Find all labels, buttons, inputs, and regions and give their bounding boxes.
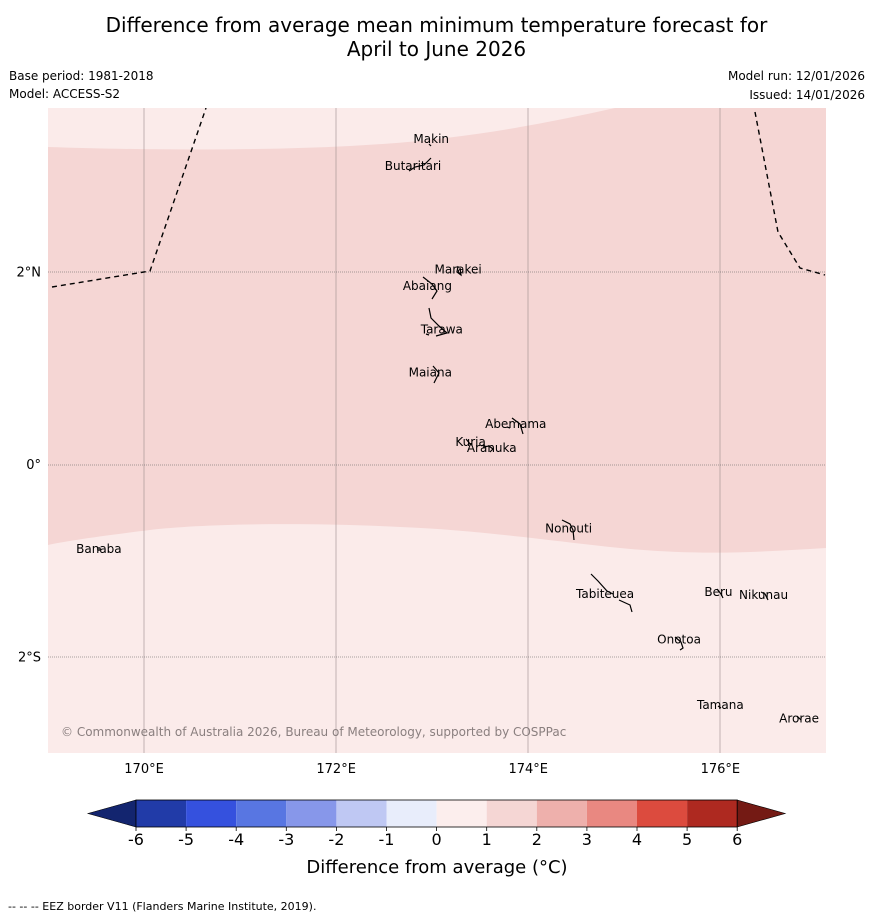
- colorbar-extend-under: [86, 799, 137, 828]
- model-name: Model: ACCESS-S2: [9, 87, 121, 101]
- colorbar-bin-4: [286, 800, 337, 827]
- colorbar-bin-7: [436, 800, 487, 827]
- issued-date: Issued: 14/01/2026: [749, 88, 865, 102]
- island-butaritari: [408, 157, 432, 172]
- place-label-banaba: Banaba: [76, 542, 122, 556]
- island-onotoa: [674, 636, 684, 651]
- island-tabiteuea: [590, 573, 633, 613]
- place-label-maiana: Maiana: [409, 366, 452, 380]
- colorbar-label-minus-6: -6: [128, 830, 144, 849]
- colorbar-label-5: 5: [682, 830, 692, 849]
- gridlines: [48, 108, 826, 753]
- colorbar-label-minus-4: -4: [228, 830, 244, 849]
- colorbar-bin-11: [637, 800, 688, 827]
- colorbar-bin-5: [336, 800, 387, 827]
- colorbar-label-6: 6: [732, 830, 742, 849]
- island-tamana: [717, 705, 722, 709]
- eez-border: [51, 108, 826, 288]
- chart-title-line-1: Difference from average mean minimum tem…: [105, 13, 768, 37]
- colorbar-title: Difference from average (°C): [306, 857, 567, 878]
- island-tarawa: [428, 307, 449, 337]
- colorbar-bin-3: [236, 800, 287, 827]
- anomaly-band-1-to-2: [48, 108, 826, 553]
- place-label-abaiang: Abaiang: [403, 279, 452, 293]
- place-label-abemama: Abemama: [485, 417, 546, 431]
- island-kuria: [465, 438, 472, 446]
- island-nonouti: [561, 519, 575, 541]
- colorbar-label-minus-1: -1: [379, 830, 395, 849]
- colorbar-bin-6: [386, 800, 437, 827]
- lat-tick-0: 0°: [26, 458, 41, 473]
- island-maiana: [432, 365, 440, 384]
- island-beru: [716, 588, 724, 599]
- colorbar-label-1: 1: [482, 830, 492, 849]
- island-tarawa-west: [425, 333, 430, 336]
- island-marakei: [456, 265, 462, 277]
- place-label-arorae: Arorae: [779, 711, 819, 725]
- lon-tick-170-e: 170°E: [124, 762, 164, 777]
- place-label-tarawa: Tarawa: [420, 322, 463, 336]
- colorbar-bin-9: [536, 800, 587, 827]
- island-arorae: [796, 715, 802, 721]
- island-aranuka: [482, 445, 494, 453]
- place-label-aranuka: Aranuka: [467, 441, 517, 455]
- colorbar-label-4: 4: [632, 830, 642, 849]
- place-label-butaritari: Butaritari: [385, 159, 442, 173]
- chart-title-line-2: April to June 2026: [346, 37, 527, 61]
- island-banaba: [97, 547, 101, 551]
- place-label-tamana: Tamana: [696, 698, 744, 712]
- colorbar-label-minus-2: -2: [328, 830, 344, 849]
- base-period: Base period: 1981-2018: [9, 69, 154, 83]
- lat-tick-2-s: 2°S: [18, 651, 41, 666]
- place-labels: Makin Butaritari Marakei Abaiang Tarawa Maian…: [76, 132, 819, 726]
- colorbar-bin-1: [136, 800, 187, 827]
- eez-legend-note: -- -- -- EEZ border V11 (Flanders Marine…: [8, 900, 317, 913]
- place-label-tabiteuea: Tabiteuea: [575, 587, 634, 601]
- colorbar-extend-over: [736, 799, 787, 828]
- islands: [97, 143, 802, 721]
- eez-border-west: [51, 108, 207, 288]
- lon-tick-176-e: 176°E: [701, 762, 741, 777]
- model-run-date: Model run: 12/01/2026: [727, 69, 865, 83]
- colorbar-label-2: 2: [532, 830, 542, 849]
- longitude-tick-labels: 170°E 172°E 174°E 176°E: [124, 762, 740, 777]
- place-label-nikunau: Nikunau: [739, 588, 788, 602]
- colorbar-label-0: 0: [432, 830, 442, 849]
- island-abemama: [506, 417, 524, 435]
- colorbar-bin-12: [687, 800, 738, 827]
- colorbar-label-3: 3: [582, 830, 592, 849]
- lon-tick-172-e: 172°E: [316, 762, 356, 777]
- colorbar-label-minus-3: -3: [278, 830, 294, 849]
- colorbar-label-minus-5: -5: [178, 830, 194, 849]
- place-label-kuria: Kuria: [455, 435, 486, 449]
- colorbar: -6 -5 -4 -3 -2 -1 0 1 2 3 4 5 6: [86, 799, 787, 849]
- colorbar-bin-10: [586, 800, 637, 827]
- island-makin: [428, 143, 432, 147]
- place-label-marakei: Marakei: [435, 263, 482, 277]
- place-label-makin: Makin: [413, 132, 449, 146]
- latitude-tick-labels: 2°N 0° 2°S: [17, 266, 42, 666]
- island-abaiang: [422, 276, 438, 300]
- place-label-beru: Beru: [704, 585, 732, 599]
- colorbar-bin-2: [186, 800, 237, 827]
- island-nikunau: [760, 591, 769, 601]
- colorbar-bin-8: [486, 800, 537, 827]
- lat-tick-2-n: 2°N: [17, 266, 42, 281]
- place-label-nonouti: Nonouti: [545, 522, 592, 536]
- copyright-notice: © Commonwealth of Australia 2026, Bureau…: [61, 725, 566, 739]
- lon-tick-174-e: 174°E: [508, 762, 548, 777]
- place-label-onotoa: Onotoa: [657, 632, 701, 646]
